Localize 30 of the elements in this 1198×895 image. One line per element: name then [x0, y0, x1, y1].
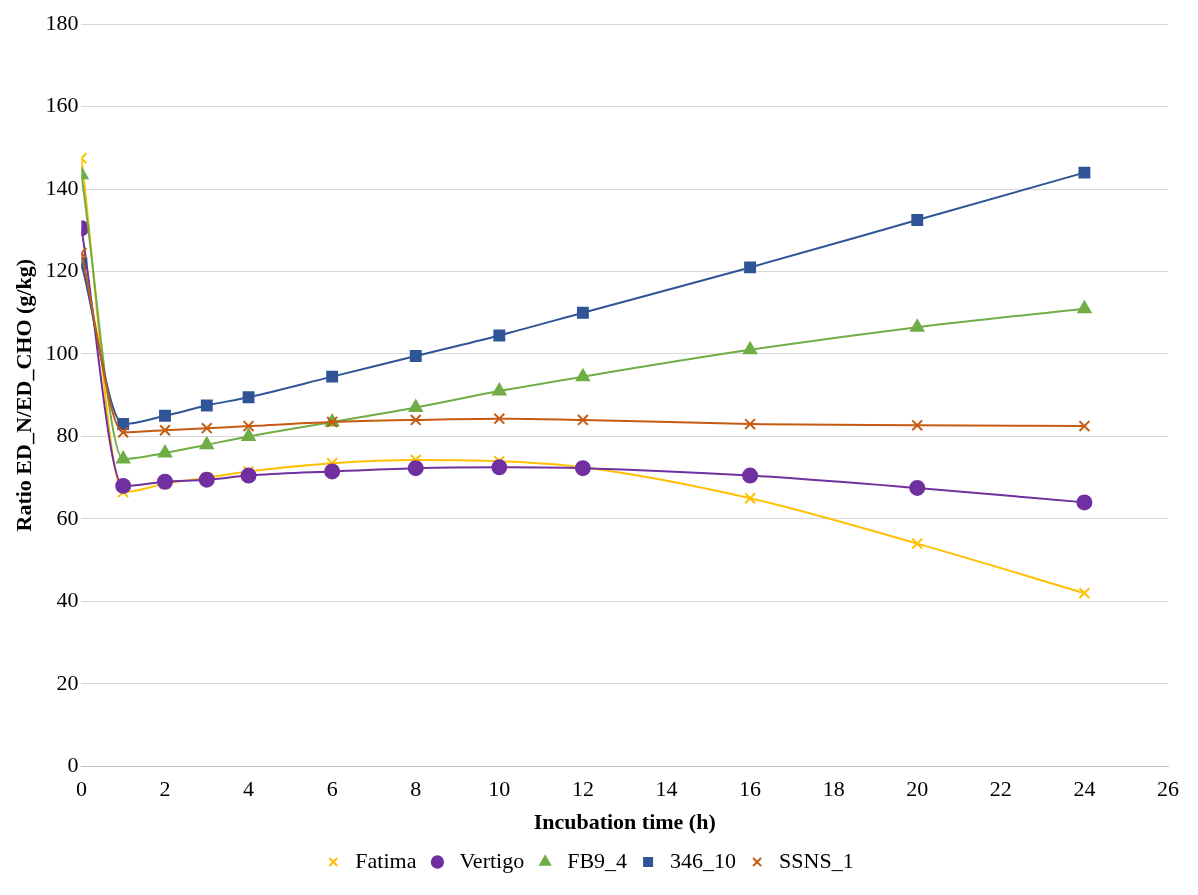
x-tick-label: 12 — [571, 776, 594, 802]
x-tick-label: 20 — [906, 776, 929, 802]
x-tick-label: 4 — [243, 776, 255, 802]
x-tick-label: 24 — [1073, 776, 1096, 802]
x-axis-title: Incubation time (h) — [533, 809, 716, 835]
legend-label: SSNS_1 — [779, 847, 854, 873]
y-tick-label: 60 — [56, 504, 79, 530]
y-tick-label: 140 — [45, 174, 79, 200]
x-tick-label: 16 — [739, 776, 762, 802]
y-tick-label: 40 — [56, 587, 79, 613]
x-tick-label: 26 — [1157, 776, 1179, 802]
x-tick-label: 6 — [326, 776, 338, 802]
x-tick-label: 14 — [655, 776, 678, 802]
y-tick-label: 80 — [56, 422, 79, 448]
y-axis-title: Ratio ED_N/ED_CHO (g/kg) — [10, 258, 36, 532]
x-tick-label: 22 — [989, 776, 1012, 802]
y-tick-label: 160 — [45, 92, 79, 118]
legend-label: FB9_4 — [567, 847, 628, 873]
x-tick-label: 10 — [488, 776, 511, 802]
x-tick-label: 2 — [159, 776, 171, 802]
y-tick-label: 0 — [67, 751, 79, 777]
y-tick-label: 120 — [45, 257, 79, 283]
y-tick-label: 20 — [56, 669, 79, 695]
y-tick-label: 100 — [45, 339, 79, 365]
legend-label: 346_10 — [670, 847, 737, 873]
x-tick-label: 8 — [410, 776, 422, 802]
y-tick-label: 180 — [45, 9, 79, 35]
x-tick-label: 18 — [822, 776, 845, 802]
legend-label: Vertigo — [459, 847, 525, 873]
legend-label: Fatima — [355, 847, 417, 873]
